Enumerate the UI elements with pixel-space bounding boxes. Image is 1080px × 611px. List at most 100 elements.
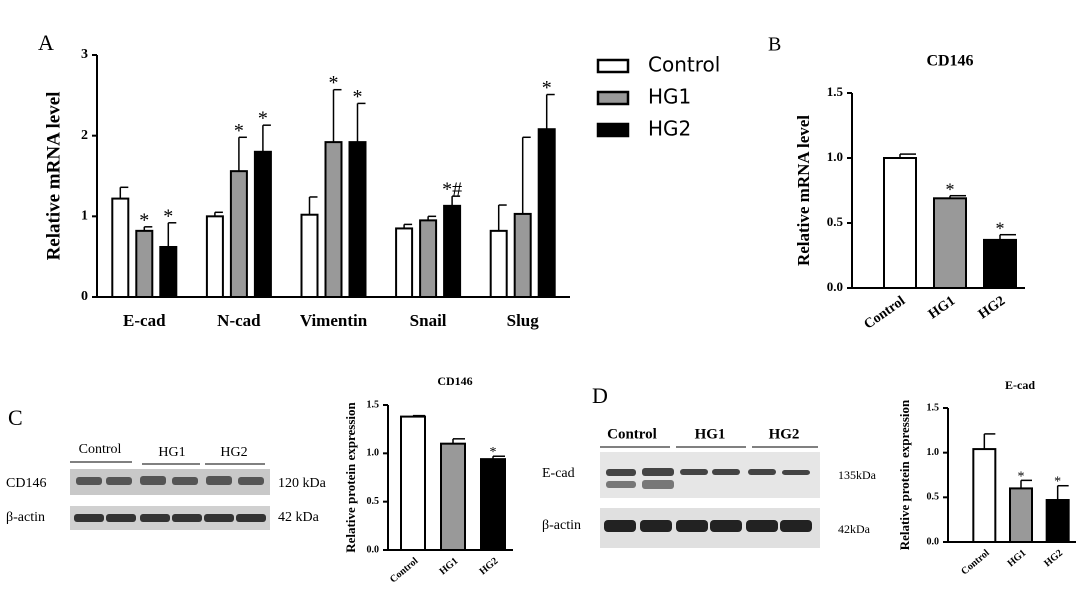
size-label: 135kDa [838, 468, 877, 482]
y-tick-label: 1.5 [367, 399, 380, 410]
y-axis-label: Relative protein expression [897, 399, 912, 550]
lane-label: HG2 [769, 426, 800, 442]
y-tick-label: 0 [81, 289, 88, 304]
x-tick-label: N-cad [217, 311, 261, 330]
panel-letter: D [592, 383, 608, 408]
lane-label: HG2 [220, 445, 247, 460]
bar [395, 227, 414, 298]
y-tick-label: 1.0 [367, 448, 380, 459]
x-tick-label: Slug [507, 311, 540, 330]
size-label: 42kDa [838, 522, 871, 536]
y-tick-label: 1.5 [827, 84, 844, 99]
y-tick-label: 0.5 [827, 214, 844, 229]
x-tick-label: HG1 [926, 294, 958, 323]
blot-box [70, 469, 270, 495]
lane-label: HG1 [695, 426, 726, 442]
x-tick-label: HG1 [1006, 548, 1029, 570]
significance-marker: * [258, 108, 268, 130]
significance-marker: * [996, 218, 1005, 238]
blot-box [600, 452, 820, 498]
y-tick-label: 1.5 [927, 402, 940, 413]
lane-label: Control [607, 426, 657, 442]
legend-label: HG1 [648, 85, 691, 109]
bar [883, 157, 917, 289]
y-axis-label: Relative mRNA level [43, 92, 64, 261]
bar [972, 448, 997, 543]
significance-marker: * [163, 205, 173, 227]
x-tick-label: HG2 [976, 294, 1008, 323]
y-tick-label: 1.0 [927, 447, 940, 458]
bar [1009, 487, 1033, 543]
significance-marker: * [946, 179, 955, 199]
panel-letter: B [768, 34, 781, 56]
y-tick-label: 3 [81, 47, 88, 62]
bar [159, 245, 178, 298]
x-tick-label: Control [862, 294, 909, 333]
panel-letter: A [38, 30, 54, 55]
y-tick-label: 1.0 [827, 149, 843, 164]
y-tick-label: 0.0 [827, 279, 843, 294]
x-tick-label: E-cad [123, 311, 166, 330]
x-tick-label: HG1 [438, 556, 461, 578]
bar [513, 212, 532, 298]
chart-title: CD146 [926, 53, 973, 70]
significance-marker: * [234, 120, 244, 142]
bar [205, 215, 224, 298]
y-tick-label: 0.0 [927, 536, 940, 547]
legend-swatch [596, 122, 630, 138]
significance-marker: * [1018, 469, 1025, 484]
significance-marker: * [139, 209, 149, 231]
significance-marker: * [490, 445, 497, 460]
bar [135, 229, 154, 298]
legend-swatch [596, 90, 630, 106]
y-tick-label: 2 [81, 128, 88, 143]
significance-marker: * [542, 77, 552, 99]
x-tick-label: Vimentin [300, 311, 368, 330]
bar [443, 204, 462, 298]
bar [480, 458, 506, 551]
bands [606, 468, 810, 489]
bar [348, 141, 367, 298]
y-axis-label: Relative protein expression [343, 402, 358, 553]
row-label: CD146 [6, 476, 46, 491]
lane-label: HG1 [158, 445, 185, 460]
x-tick-label: Snail [410, 311, 447, 330]
x-tick-label: HG2 [478, 556, 501, 578]
bar [933, 197, 967, 289]
x-tick-label: Control [959, 547, 992, 577]
x-tick-label: Control [388, 555, 421, 585]
bar [419, 219, 438, 298]
y-tick-label: 0.0 [367, 544, 380, 555]
bar [537, 128, 556, 298]
row-label: E-cad [542, 466, 575, 481]
chart-title: E-cad [1005, 378, 1035, 392]
bar [300, 213, 319, 298]
bar [324, 141, 343, 298]
legend-swatch [596, 58, 630, 74]
blot-c: Control HG1 HG2 CD146 β-actin 120 kDa 42… [6, 442, 327, 530]
bar [440, 442, 466, 551]
y-axis-label: Relative mRNA level [794, 115, 813, 266]
size-label: 120 kDa [278, 476, 327, 491]
row-label: β-actin [542, 518, 581, 533]
significance-marker: * [353, 86, 363, 108]
significance-marker: * [1054, 475, 1061, 490]
bar [489, 229, 508, 298]
y-tick-label: 0.5 [927, 492, 940, 503]
bar [400, 415, 426, 551]
legend-label: HG2 [648, 117, 691, 141]
bands [76, 476, 264, 485]
significance-marker: *# [442, 179, 462, 201]
chart-title: CD146 [437, 374, 472, 388]
size-label: 42 kDa [278, 510, 320, 525]
row-label: β-actin [6, 510, 45, 525]
lane-label: Control [79, 442, 122, 457]
bands [604, 520, 812, 532]
bar [1045, 499, 1070, 544]
legend-label: Control [648, 53, 720, 77]
bar [253, 150, 272, 298]
panel-letter: C [8, 405, 23, 430]
significance-marker: * [329, 72, 339, 94]
y-tick-label: 1 [81, 209, 88, 224]
